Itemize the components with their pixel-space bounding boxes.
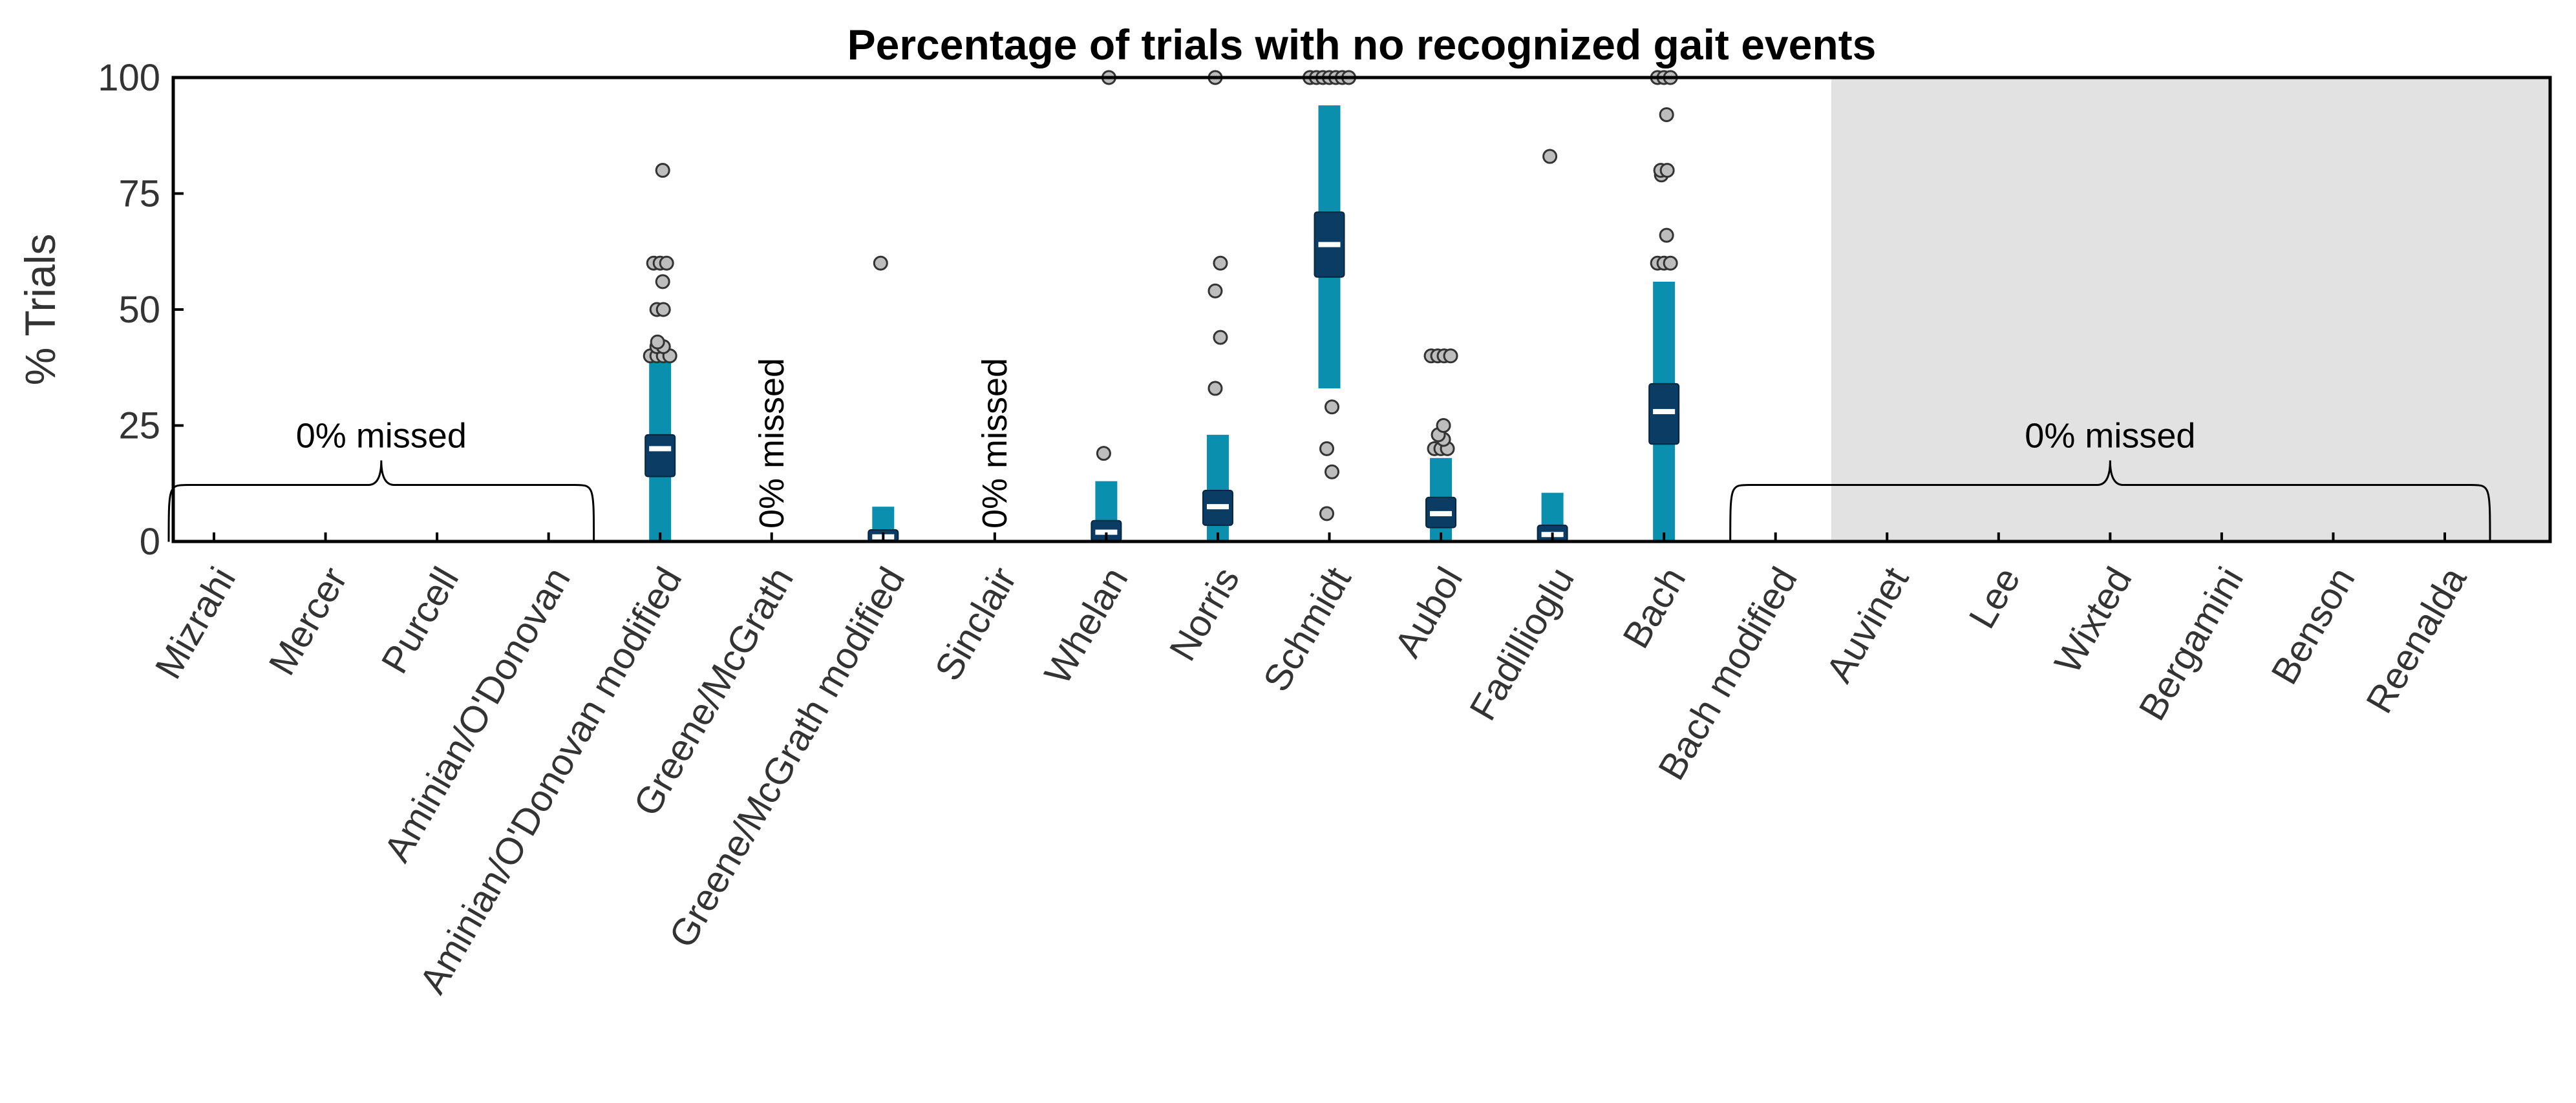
outlier-point [1319,506,1334,521]
outlier-point [1213,255,1228,271]
median-mark [649,446,672,452]
zero-missed-label: 0% missed [296,417,467,456]
iqr-box [644,434,676,478]
outlier-point [655,163,670,178]
box-group [1648,281,1680,541]
box-group [1202,434,1233,541]
y-axis-label: % Trials [16,234,64,386]
box-group [1314,105,1345,389]
box-group [644,355,676,541]
y-tick-label: 75 [118,173,160,215]
outlier-point [1436,418,1451,433]
box-group [1091,481,1122,543]
zero-missed-label: 0% missed [752,358,791,529]
outlier-point [1663,255,1678,271]
outlier-point [1213,330,1228,345]
outlier-point [1542,149,1558,164]
zero-missed-label: 0% missed [975,358,1014,529]
outlier-point [1659,163,1675,178]
median-mark [1095,529,1118,535]
y-tick-label: 25 [118,405,160,447]
annotation-layer: 0% missed 0% missed 0% missed 0% missed [167,358,2491,542]
outlier-point [655,302,671,317]
zero-missed-label: 0% missed [2025,417,2195,456]
y-tick-label: 100 [98,57,160,99]
outlier-point [1325,464,1339,479]
outlier-point [873,255,888,271]
outlier-point [659,255,674,271]
outlier-point [1208,283,1223,299]
outlier-point [1659,107,1674,122]
chart-title: Percentage of trials with no recognized … [847,21,1877,68]
box-group [1425,457,1457,541]
outlier-point [1096,446,1111,461]
y-axis-ticks: 0 25 50 75 100 [98,57,184,563]
shaded-region [1831,78,2550,541]
outlier-point [650,334,665,350]
outlier-point [1659,227,1674,243]
brace [1729,460,2491,542]
median-mark [1430,510,1453,516]
median-mark [1206,504,1229,510]
median-mark [1318,242,1341,247]
outlier-point [655,274,670,289]
outlier-point [1319,441,1334,456]
outlier-point [1208,381,1223,396]
outlier-point [1325,399,1339,415]
box-layer [644,105,1680,543]
y-tick-label: 0 [140,521,160,563]
outlier-point [1443,348,1458,364]
median-mark [1653,408,1676,414]
y-tick-label: 50 [118,289,160,331]
outlier-layer [643,70,1678,521]
